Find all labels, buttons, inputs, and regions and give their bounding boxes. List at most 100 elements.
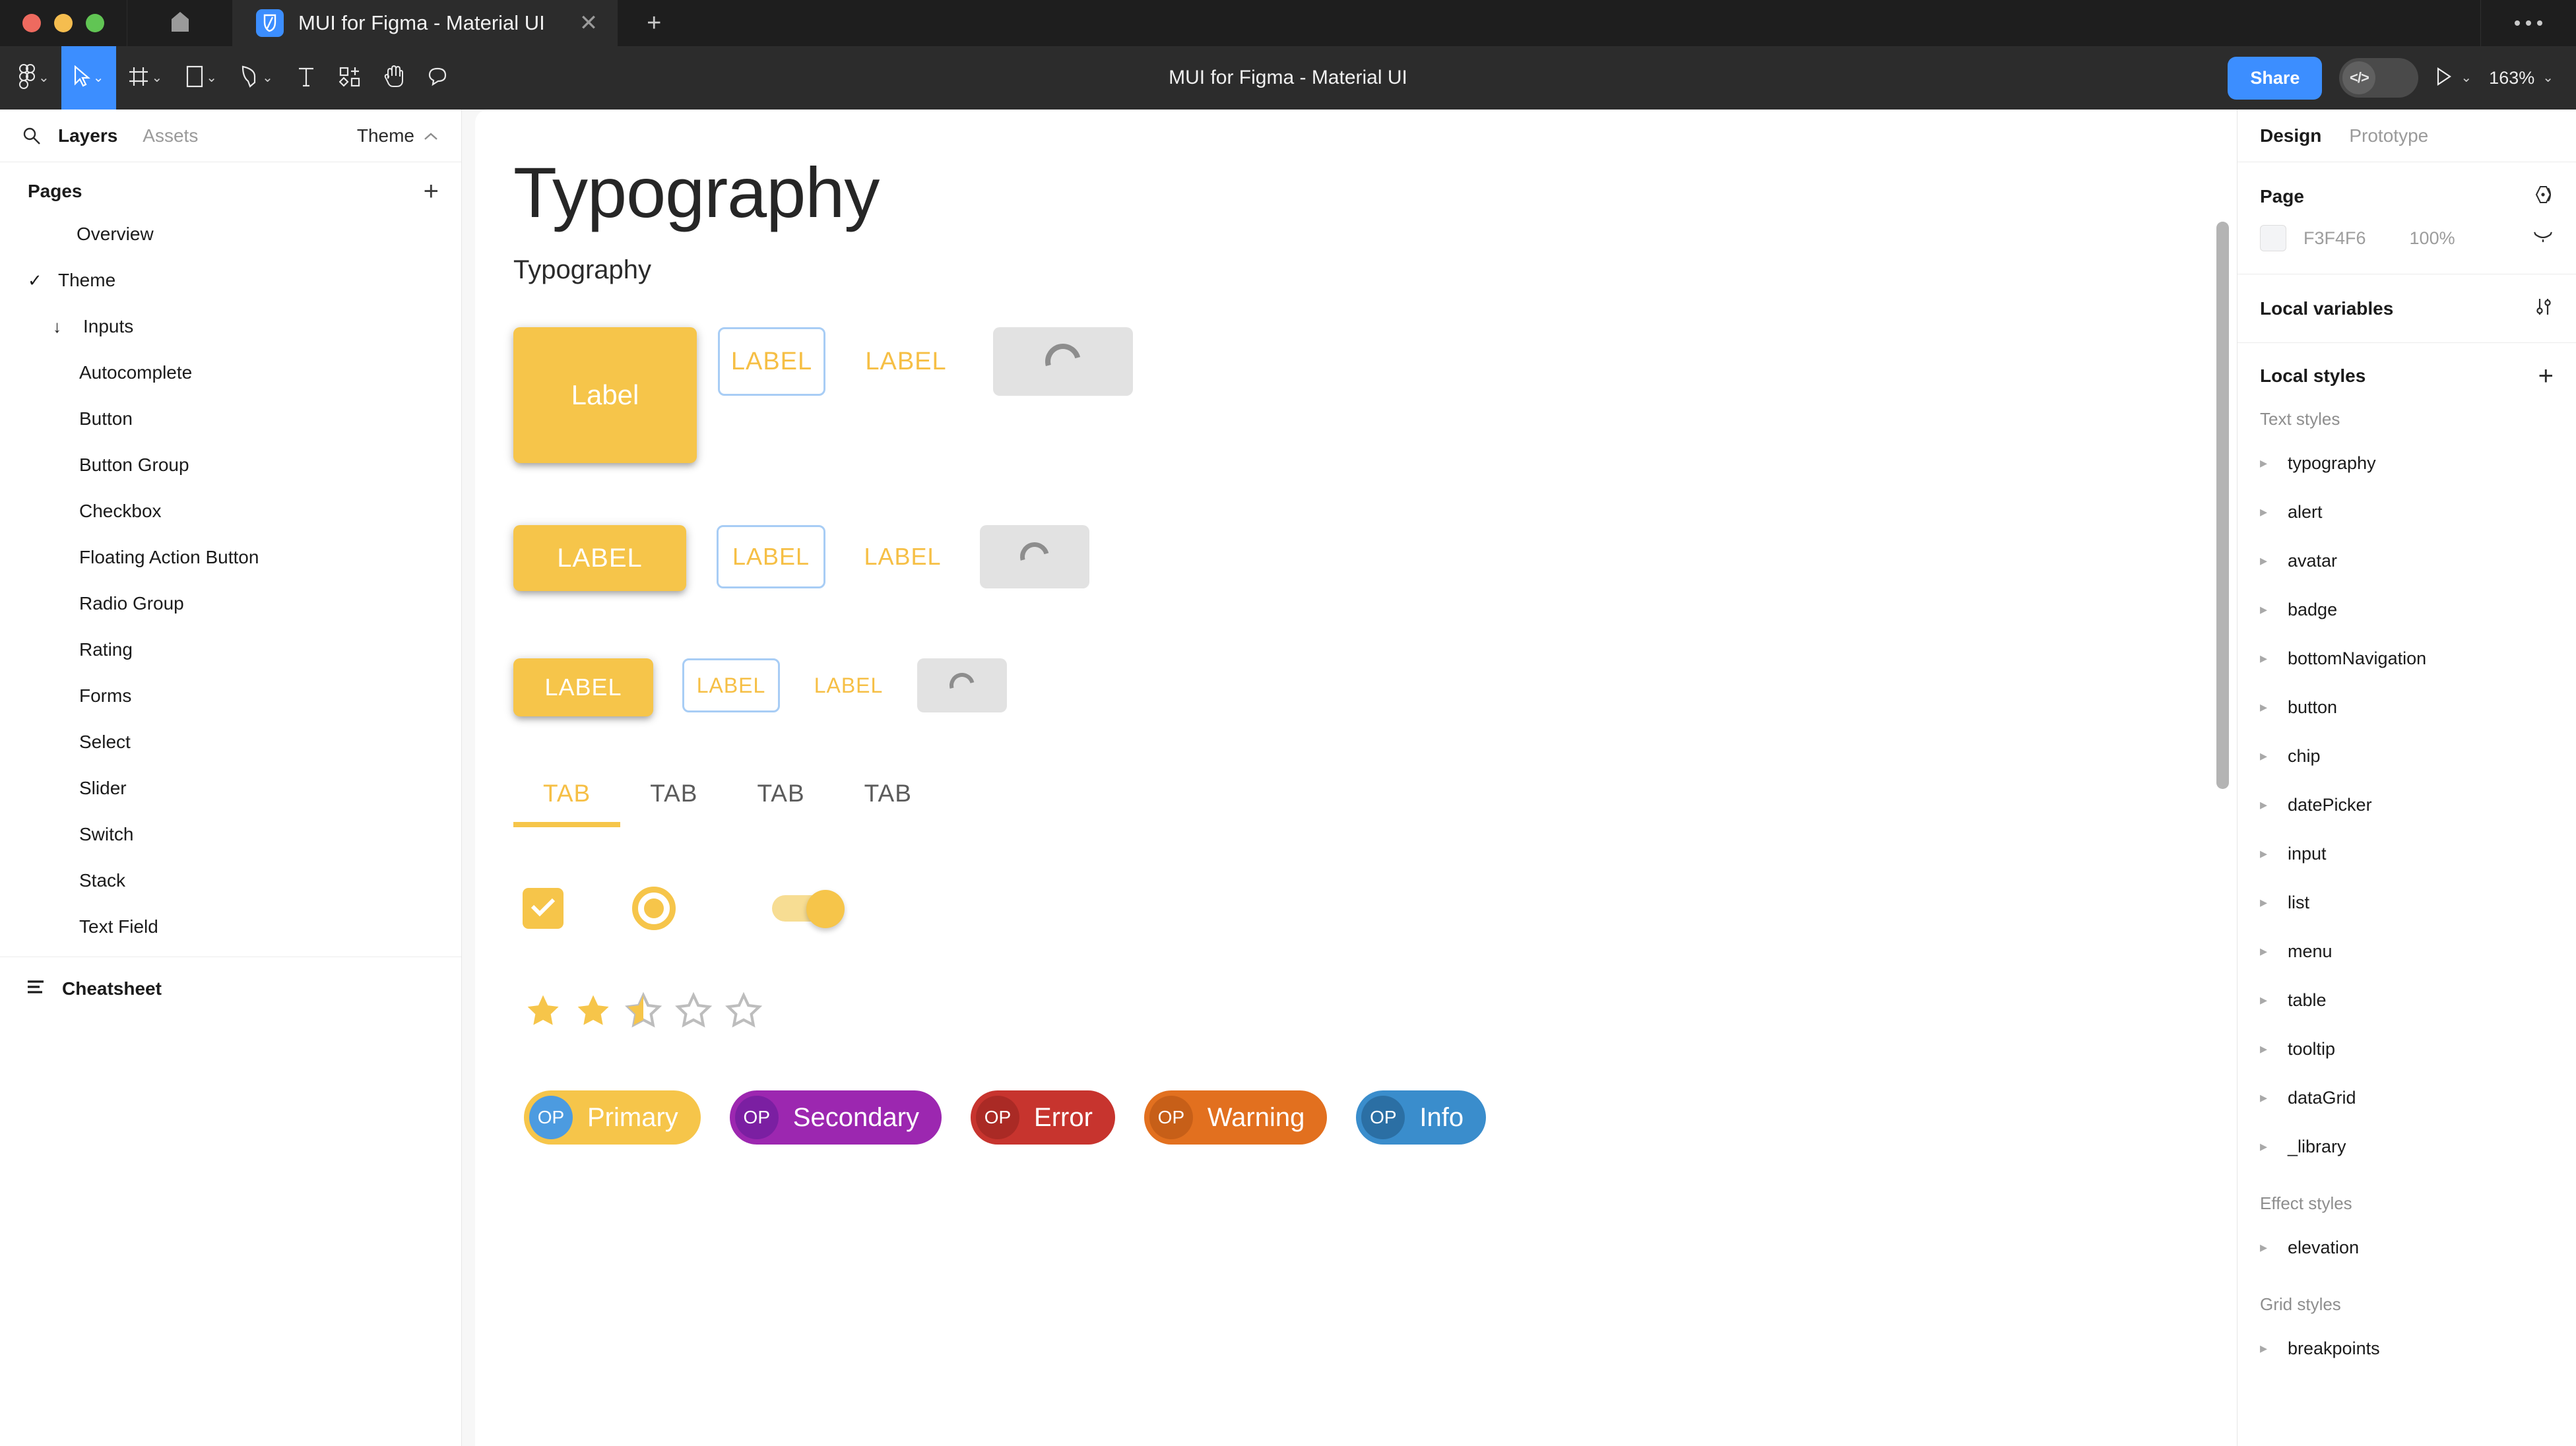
star-empty-icon[interactable] <box>674 991 713 1032</box>
dev-mode-toggle[interactable]: </> <box>2339 58 2419 98</box>
text-tool-button[interactable] <box>285 46 327 110</box>
contained-button-medium[interactable]: LABEL <box>513 525 686 591</box>
triangle-right-icon[interactable]: ▸ <box>2260 503 2268 520</box>
page-item-radio-group[interactable]: Radio Group <box>0 581 461 627</box>
page-fill-row[interactable]: F3F4F6 100% <box>2260 225 2554 251</box>
shape-tool-button[interactable]: ⌄ <box>174 46 229 110</box>
triangle-right-icon[interactable]: ▸ <box>2260 796 2268 813</box>
loading-button-large[interactable] <box>993 327 1133 396</box>
star-empty-icon[interactable] <box>724 991 763 1032</box>
page-item-select[interactable]: Select <box>0 719 461 765</box>
tab-assets[interactable]: Assets <box>143 125 199 146</box>
style-item-datagrid[interactable]: ▸ dataGrid <box>2238 1073 2576 1122</box>
mui-tab-3[interactable]: TAB <box>757 780 805 807</box>
chip-error[interactable]: OP Error <box>971 1090 1115 1145</box>
triangle-right-icon[interactable]: ▸ <box>2260 699 2268 715</box>
mui-tab-2[interactable]: TAB <box>650 780 698 807</box>
mui-radio-selected[interactable] <box>632 887 676 930</box>
style-item-table[interactable]: ▸ table <box>2238 976 2576 1024</box>
triangle-right-icon[interactable]: ▸ <box>2260 1138 2268 1154</box>
triangle-right-icon[interactable]: ▸ <box>2260 1340 2268 1356</box>
canvas-vertical-scrollbar[interactable] <box>2216 222 2229 789</box>
loading-button-medium[interactable] <box>980 525 1089 588</box>
page-item-stack[interactable]: Stack <box>0 858 461 904</box>
color-swatch[interactable] <box>2260 225 2286 251</box>
star-filled-icon[interactable] <box>574 992 612 1032</box>
style-item-badge[interactable]: ▸ badge <box>2238 585 2576 634</box>
contained-button-small[interactable]: LABEL <box>513 658 653 716</box>
star-filled-icon[interactable] <box>524 992 562 1032</box>
minimize-window-button[interactable] <box>54 14 73 32</box>
chevron-down-icon[interactable]: ⌄ <box>2542 71 2554 85</box>
style-item-alert[interactable]: ▸ alert <box>2238 487 2576 536</box>
mui-rating[interactable] <box>513 991 2237 1032</box>
page-item-checkbox[interactable]: Checkbox <box>0 488 461 534</box>
page-item-text-field[interactable]: Text Field <box>0 904 461 950</box>
mui-checkbox-checked[interactable] <box>523 888 564 929</box>
style-item-tooltip[interactable]: ▸ tooltip <box>2238 1024 2576 1073</box>
page-item-button-group[interactable]: Button Group <box>0 442 461 488</box>
page-item-button[interactable]: Button <box>0 396 461 442</box>
style-item-input[interactable]: ▸ input <box>2238 829 2576 878</box>
search-icon[interactable] <box>22 127 41 145</box>
text-button-small[interactable]: LABEL <box>814 673 884 697</box>
chevron-down-icon[interactable]: ⌄ <box>151 71 163 85</box>
tab-layers[interactable]: Layers <box>58 125 118 146</box>
home-button[interactable] <box>127 0 232 46</box>
present-button[interactable]: ⌄ <box>2435 67 2472 90</box>
resources-tool-button[interactable] <box>327 46 372 110</box>
triangle-right-icon[interactable]: ▸ <box>2260 1040 2268 1057</box>
local-variables-section[interactable]: Local variables <box>2238 274 2576 343</box>
chevron-down-icon[interactable]: ⌄ <box>2461 71 2472 85</box>
share-button[interactable]: Share <box>2228 56 2323 100</box>
style-item-button[interactable]: ▸ button <box>2238 683 2576 732</box>
frame-tool-button[interactable]: ⌄ <box>116 46 175 110</box>
mui-switch-on[interactable] <box>772 890 846 928</box>
design-canvas[interactable]: Typography Typography Label LABEL LABEL … <box>462 110 2237 1446</box>
page-selector[interactable]: Theme <box>357 125 439 146</box>
move-tool-button[interactable]: ⌄ <box>61 46 116 110</box>
outlined-button-small[interactable]: LABEL <box>682 658 780 712</box>
page-item-autocomplete[interactable]: Autocomplete <box>0 350 461 396</box>
star-half-icon[interactable] <box>624 991 662 1032</box>
chevron-down-icon[interactable]: ⌄ <box>262 71 273 85</box>
eye-closed-icon[interactable] <box>2532 230 2554 247</box>
fill-hex-value[interactable]: F3F4F6 <box>2303 228 2366 248</box>
figma-menu-button[interactable]: ⌄ <box>0 46 61 110</box>
pen-tool-button[interactable]: ⌄ <box>229 46 285 110</box>
triangle-right-icon[interactable]: ▸ <box>2260 552 2268 569</box>
sliders-icon[interactable] <box>2534 297 2554 320</box>
style-item-menu[interactable]: ▸ menu <box>2238 927 2576 976</box>
maximize-window-button[interactable] <box>86 14 104 32</box>
style-item-datepicker[interactable]: ▸ datePicker <box>2238 780 2576 829</box>
mui-tab-1[interactable]: TAB <box>513 780 621 827</box>
tab-design[interactable]: Design <box>2260 125 2322 146</box>
chip-primary[interactable]: OP Primary <box>524 1090 701 1145</box>
switch-knob[interactable] <box>806 890 845 928</box>
page-settings-icon[interactable] <box>2534 185 2554 208</box>
page-item-fab[interactable]: Floating Action Button <box>0 534 461 581</box>
triangle-right-icon[interactable]: ▸ <box>2260 601 2268 617</box>
contained-button-large[interactable]: Label <box>513 327 697 463</box>
cheatsheet-button[interactable]: Cheatsheet <box>0 957 461 1021</box>
file-tab[interactable]: MUI for Figma - Material UI ✕ <box>232 0 618 46</box>
page-item-theme[interactable]: ✓ Theme <box>0 257 461 303</box>
page-item-switch[interactable]: Switch <box>0 811 461 858</box>
page-item-rating[interactable]: Rating <box>0 627 461 673</box>
chip-info[interactable]: OP Info <box>1356 1090 1487 1145</box>
chevron-down-icon[interactable]: ⌄ <box>38 71 49 85</box>
overflow-menu-button[interactable] <box>2481 0 2576 46</box>
style-item-avatar[interactable]: ▸ avatar <box>2238 536 2576 585</box>
fill-opacity-value[interactable]: 100% <box>2409 228 2455 248</box>
triangle-right-icon[interactable]: ▸ <box>2260 943 2268 959</box>
close-icon[interactable]: ✕ <box>579 11 598 36</box>
plus-icon[interactable]: + <box>423 177 439 206</box>
triangle-right-icon[interactable]: ▸ <box>2260 1089 2268 1106</box>
style-item-chip[interactable]: ▸ chip <box>2238 732 2576 780</box>
plus-icon[interactable]: + <box>2538 362 2554 391</box>
mui-tab-4[interactable]: TAB <box>864 780 912 807</box>
style-item-elevation[interactable]: ▸ elevation <box>2238 1223 2576 1272</box>
style-item-breakpoints[interactable]: ▸ breakpoints <box>2238 1324 2576 1373</box>
page-item-slider[interactable]: Slider <box>0 765 461 811</box>
canvas-frame-typography[interactable]: Typography Typography Label LABEL LABEL … <box>475 110 2237 1446</box>
